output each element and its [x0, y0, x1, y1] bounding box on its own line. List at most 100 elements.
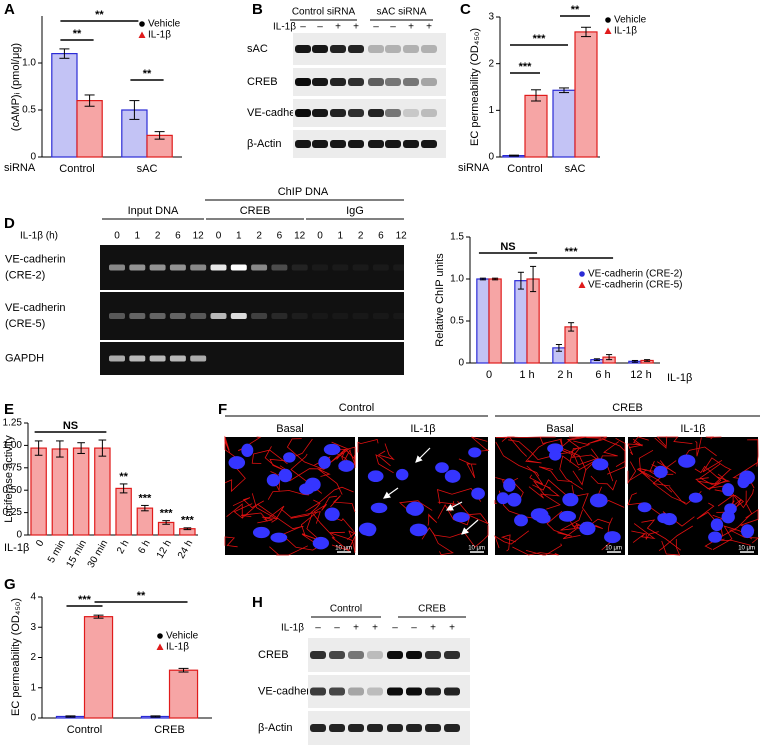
- gel-band: [210, 264, 227, 271]
- lane-label: 2: [256, 231, 262, 242]
- junction-stain: [377, 443, 395, 461]
- junction-stain: [313, 495, 337, 513]
- junction-stain: [569, 440, 591, 463]
- junction-stain: [329, 446, 356, 469]
- nucleus: [653, 465, 668, 479]
- x-tick-label: 1 h: [519, 369, 534, 381]
- gel-band: [353, 313, 369, 319]
- bar: [76, 99, 103, 158]
- junction-stain: [290, 499, 321, 519]
- junction-stain: [357, 439, 379, 453]
- bar: [51, 52, 78, 158]
- junction-stain: [590, 475, 617, 491]
- blot-band: [406, 724, 422, 732]
- gel-band: [291, 264, 308, 271]
- group-label: IgG: [346, 205, 364, 217]
- nucleus: [579, 521, 596, 536]
- junction-stain: [632, 523, 656, 543]
- gel-band: [149, 313, 166, 319]
- nucleus: [506, 492, 522, 507]
- scale-bar-label: 10 μm: [738, 546, 755, 552]
- blot-band: [368, 140, 384, 148]
- junction-stain: [696, 502, 721, 527]
- scale-bar-label: 10 μm: [335, 546, 352, 552]
- lane-label: 12: [396, 231, 408, 242]
- legend-label: IL-1β: [148, 30, 171, 41]
- gel-title: ChIP DNA: [278, 186, 329, 198]
- y-tick-label: 0.75: [3, 462, 23, 473]
- nucleus: [740, 524, 755, 539]
- y-tick-label: 1.0: [22, 58, 36, 69]
- treatment-label: IL-1β (h): [20, 231, 58, 242]
- nucleus: [370, 502, 388, 514]
- x-axis-label: IL-1β: [4, 542, 29, 554]
- junction-stain: [721, 490, 753, 537]
- row-label: β-Actin: [247, 138, 281, 150]
- y-tick-label: 0.5: [450, 316, 464, 327]
- lane-label: 1: [236, 231, 242, 242]
- blot-band: [312, 140, 328, 148]
- condition-label: Basal: [276, 423, 304, 435]
- gel-band: [129, 264, 146, 271]
- bar: [476, 278, 490, 364]
- y-tick-label: 1.0: [450, 274, 464, 285]
- junction-stain: [641, 519, 682, 551]
- y-tick-label: 1.00: [3, 440, 23, 451]
- gel-band: [129, 355, 146, 362]
- blot-band: [330, 140, 346, 148]
- row-label: CREB: [247, 76, 278, 88]
- lane-label: 6: [175, 231, 181, 242]
- junction-stain: [538, 466, 572, 482]
- row-label: β-Actin: [258, 722, 292, 734]
- bar: [83, 616, 114, 719]
- significance: **: [143, 68, 152, 80]
- y-tick-label: 0: [458, 358, 464, 369]
- y-tick-label: 3: [30, 622, 36, 633]
- junction-stain: [267, 490, 310, 500]
- y-axis-label: Relative ChIP units: [434, 253, 446, 347]
- significance: ***: [138, 492, 152, 504]
- blot-band: [329, 651, 345, 659]
- row-label: (CRE-5): [5, 318, 45, 330]
- junction-stain: [458, 458, 477, 479]
- blot-band: [348, 78, 364, 86]
- legend-marker: [138, 31, 146, 38]
- nucleus: [395, 468, 409, 481]
- lane-sign: +: [353, 22, 359, 33]
- junction-stain: [317, 468, 343, 495]
- blot-band: [310, 724, 326, 732]
- nucleus: [278, 468, 293, 483]
- row-label: (CRE-2): [5, 269, 45, 281]
- significance: **: [95, 9, 104, 21]
- blot-band: [421, 45, 437, 53]
- x-tick-label: Control: [507, 163, 542, 175]
- blot-band: [403, 78, 419, 86]
- junction-stain: [631, 530, 659, 540]
- legend-label: IL-1β: [614, 26, 637, 37]
- junction-stain: [494, 530, 530, 549]
- nucleus: [409, 523, 428, 537]
- gel-band: [271, 313, 288, 319]
- junction-stain: [661, 538, 681, 556]
- blot-band: [329, 687, 345, 696]
- junction-stain: [695, 473, 727, 490]
- lane-label: 0: [216, 231, 222, 242]
- junction-stain: [432, 532, 454, 556]
- gel-strip: [100, 292, 404, 340]
- x-tick-label: 12 h: [630, 369, 651, 381]
- blot-band: [368, 78, 384, 86]
- junction-stain: [398, 500, 433, 514]
- significance: **: [119, 471, 128, 483]
- y-tick-label: 0.5: [22, 105, 36, 116]
- gel-band: [210, 313, 227, 319]
- junction-stain: [494, 500, 497, 504]
- bar: [168, 669, 199, 719]
- y-axis-label: (cAMP)ᵢ (pmol/μg): [10, 43, 22, 131]
- lane-label: 0: [114, 231, 120, 242]
- y-tick-label: 4: [30, 592, 36, 603]
- blot-band: [312, 78, 328, 86]
- nucleus: [591, 458, 609, 471]
- gel-strip: [100, 342, 404, 375]
- y-tick-label: 1.5: [450, 232, 464, 243]
- nucleus: [358, 522, 377, 536]
